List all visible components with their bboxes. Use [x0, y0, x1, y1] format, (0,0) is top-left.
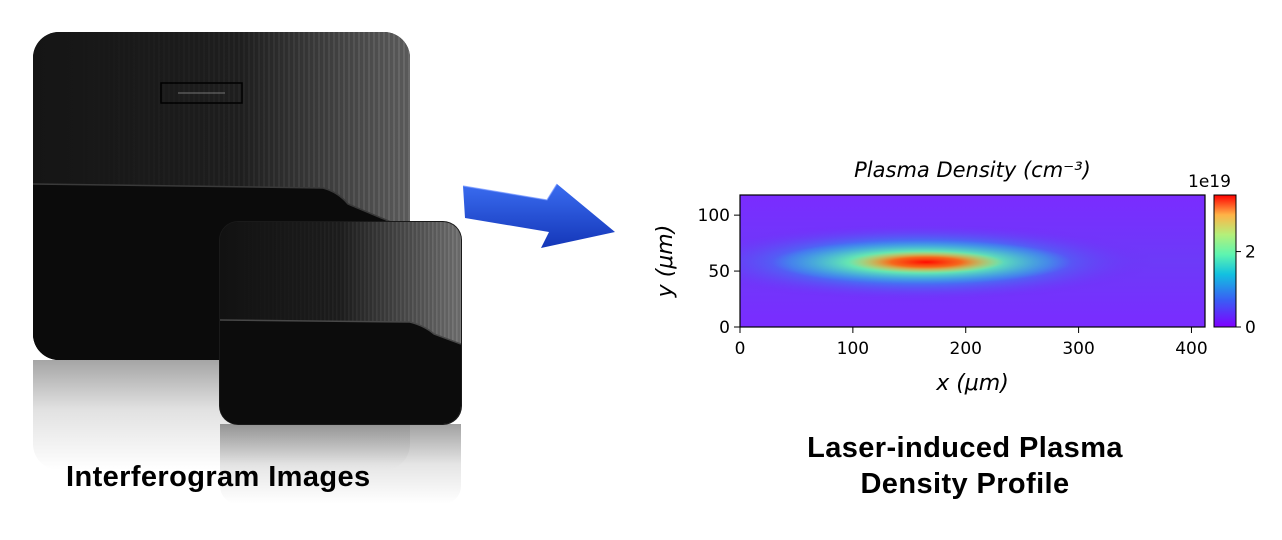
colorbar-offset-label: 1e19	[1188, 172, 1231, 192]
density-profile-caption-line2: Density Profile	[860, 468, 1070, 500]
density-profile-caption-line1: Laser-induced Plasma	[807, 432, 1123, 464]
y-axis-label: y (μm)	[653, 225, 678, 299]
y-tick-label: 0	[719, 318, 730, 338]
chart-title: Plasma Density (cm⁻³)	[854, 158, 1091, 182]
x-tick-label: 400	[1175, 339, 1207, 359]
x-tick-label: 200	[950, 339, 982, 359]
density-profile-caption: Laser-induced Plasma Density Profile	[740, 430, 1190, 502]
flow-arrow-icon	[462, 183, 615, 248]
colorbar-tick-label: 2	[1245, 243, 1256, 263]
small-interferogram-image	[220, 222, 461, 424]
colorbar	[1213, 194, 1237, 328]
y-tick-label: 100	[698, 206, 730, 226]
x-tick-label: 100	[837, 339, 869, 359]
colorbar-tick-label: 0	[1245, 318, 1256, 338]
plot-frame	[739, 194, 1206, 328]
plasma-density-plot: Plasma Density (cm⁻³) 0 100 200 300 400 0 50 1…	[653, 158, 1256, 396]
x-tick-label: 300	[1062, 339, 1094, 359]
density-heatmap	[740, 195, 1205, 327]
y-tick-label: 50	[708, 262, 730, 282]
x-tick-label: 0	[735, 339, 746, 359]
interferogram-caption: Interferogram Images	[66, 461, 371, 493]
x-axis-label: x (μm)	[935, 371, 1009, 396]
